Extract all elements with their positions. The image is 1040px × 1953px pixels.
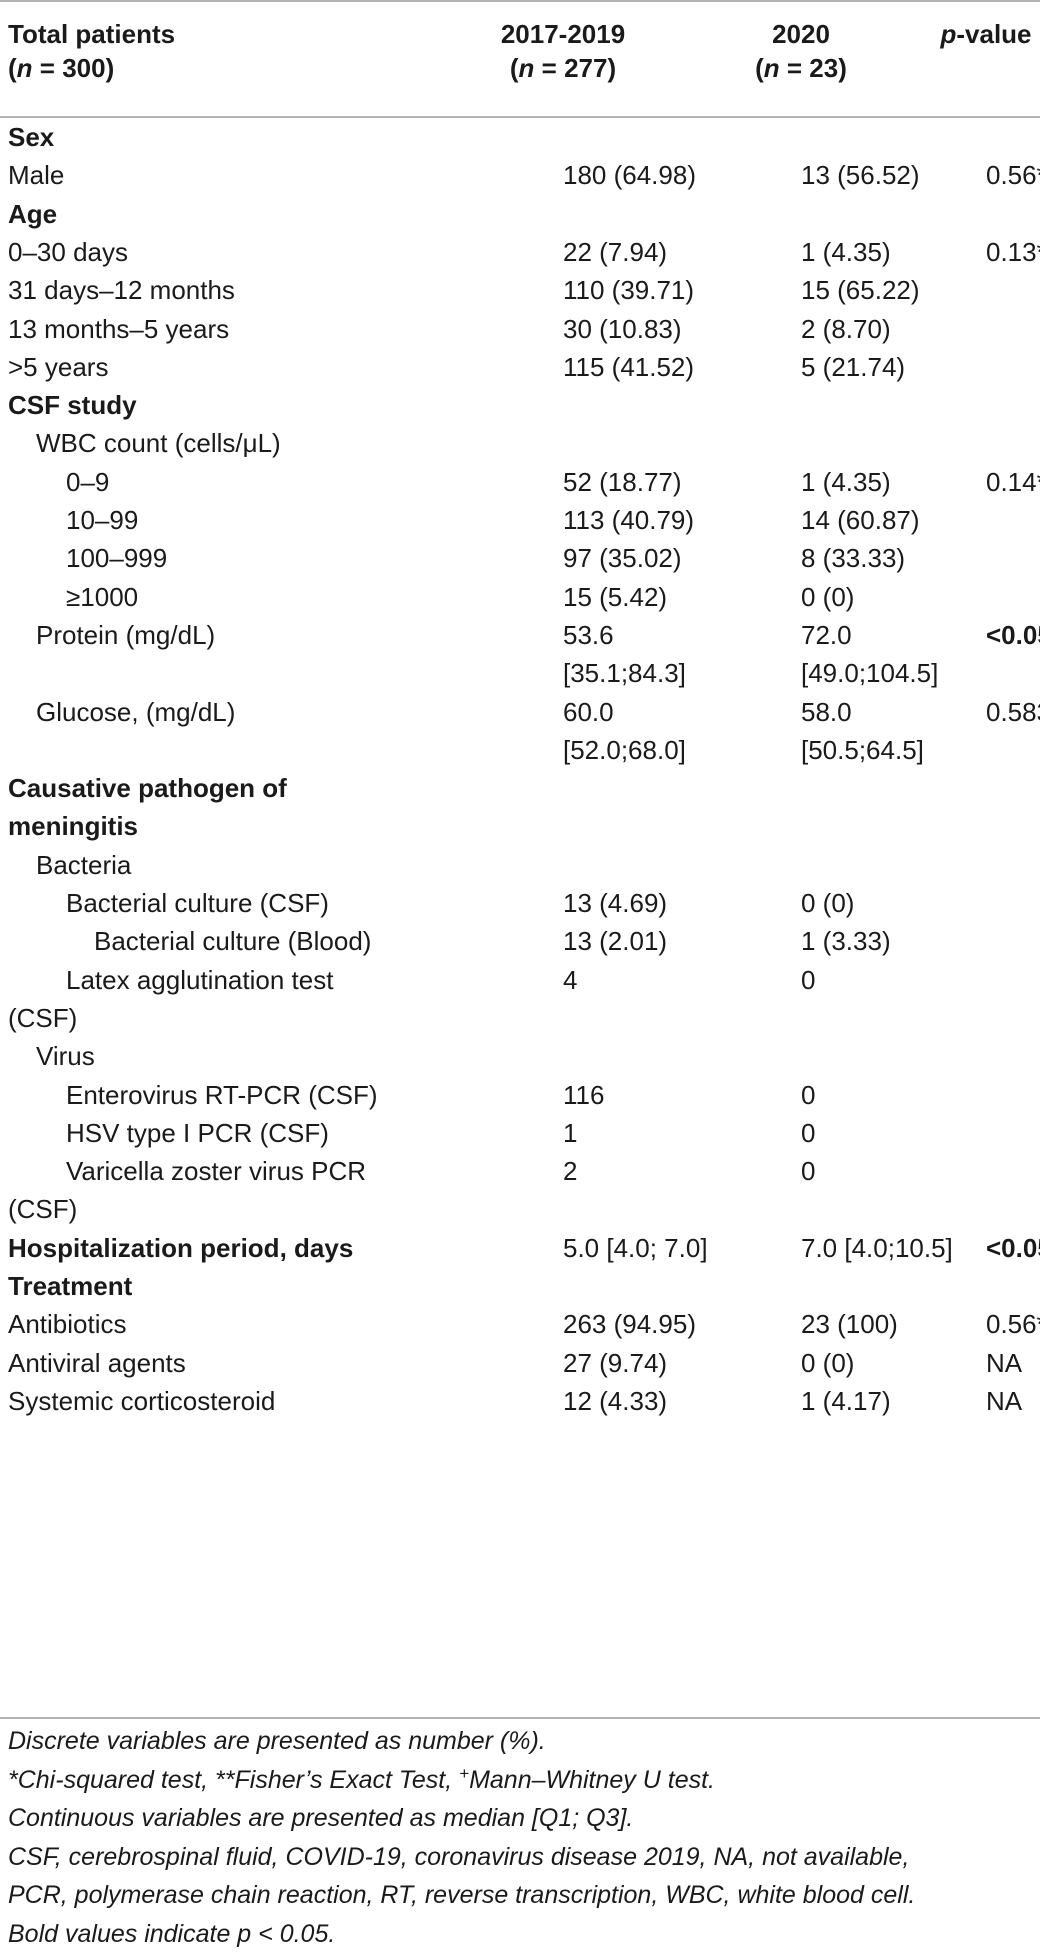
table-row: Virus — [0, 1037, 1040, 1075]
table-row: Sex — [0, 118, 1040, 156]
row-label: Bacteria — [36, 846, 131, 884]
row-label: Protein (mg/dL) — [36, 616, 215, 654]
row-label: Enterovirus RT-PCR (CSF) — [66, 1076, 378, 1114]
footnote-continuous: Continuous variables are presented as me… — [8, 1799, 1034, 1838]
row-label: 31 days–12 months — [8, 271, 235, 309]
table-row: Age — [0, 195, 1040, 233]
row-label: Systemic corticosteroid — [8, 1382, 275, 1420]
table-row: Bacterial culture (CSF)13 (4.69)0 (0) — [0, 884, 1040, 922]
footnote-abbrev-1: CSF, cerebrospinal fluid, COVID-19, coro… — [8, 1838, 1034, 1877]
table-footnotes: Discrete variables are presented as numb… — [8, 1722, 1034, 1953]
row-label: Varicella zoster virus PCR(CSF) — [66, 1152, 366, 1228]
row-label: Male — [8, 156, 64, 194]
footnote-bold: Bold values indicate p < 0.05. — [8, 1915, 1034, 1953]
row-label: Glucose, (mg/dL) — [36, 693, 235, 731]
row-label: CSF study — [8, 386, 137, 424]
row-label: 100–999 — [66, 539, 167, 577]
table-row: CSF study — [0, 386, 1040, 424]
row-label: Bacterial culture (CSF) — [66, 884, 329, 922]
row-label: Sex — [8, 118, 54, 156]
table-row: Protein (mg/dL)53.6[35.1;84.3]72.0[49.0;… — [0, 616, 1040, 693]
table-row: WBC count (cells/μL) — [0, 424, 1040, 462]
row-label: Virus — [36, 1037, 95, 1075]
header-total-n: (n = 300) — [8, 48, 114, 88]
row-label: Antiviral agents — [8, 1344, 186, 1382]
footnote-tests: *Chi-squared test, **Fisher’s Exact Test… — [8, 1761, 1034, 1800]
row-label: >5 years — [8, 348, 108, 386]
row-label: 0–9 — [66, 463, 109, 501]
footer-rule — [0, 1717, 1040, 1719]
row-label: Treatment — [8, 1267, 132, 1305]
footnote-abbrev-2: PCR, polymerase chain reaction, RT, reve… — [8, 1876, 1034, 1915]
row-label: WBC count (cells/μL) — [36, 424, 281, 462]
footnote-discrete: Discrete variables are presented as numb… — [8, 1722, 1034, 1761]
row-label: HSV type I PCR (CSF) — [66, 1114, 329, 1152]
row-label: ≥1000 — [66, 578, 138, 616]
row-label: Hospitalization period, days — [8, 1229, 353, 1267]
table-row: Bacteria — [0, 846, 1040, 884]
table-row: 0–952 (18.77)1 (4.35)0.14** — [0, 463, 1040, 501]
row-label: 13 months–5 years — [8, 310, 229, 348]
table-row: Bacterial culture (Blood)13 (2.01)1 (3.3… — [0, 922, 1040, 960]
row-label: 0–30 days — [8, 233, 128, 271]
row-label: Latex agglutination test(CSF) — [66, 961, 333, 1037]
table-row: Glucose, (mg/dL)60.0[52.0;68.0]58.0[50.5… — [0, 693, 1040, 770]
row-label: Bacterial culture (Blood) — [94, 922, 371, 960]
table-header: Total patients (n = 300) 2017-2019 (n = … — [0, 0, 1040, 116]
row-label: 10–99 — [66, 501, 138, 539]
row-label: Age — [8, 195, 57, 233]
table-row: Treatment — [0, 1267, 1040, 1305]
row-label: Antibiotics — [8, 1305, 127, 1343]
